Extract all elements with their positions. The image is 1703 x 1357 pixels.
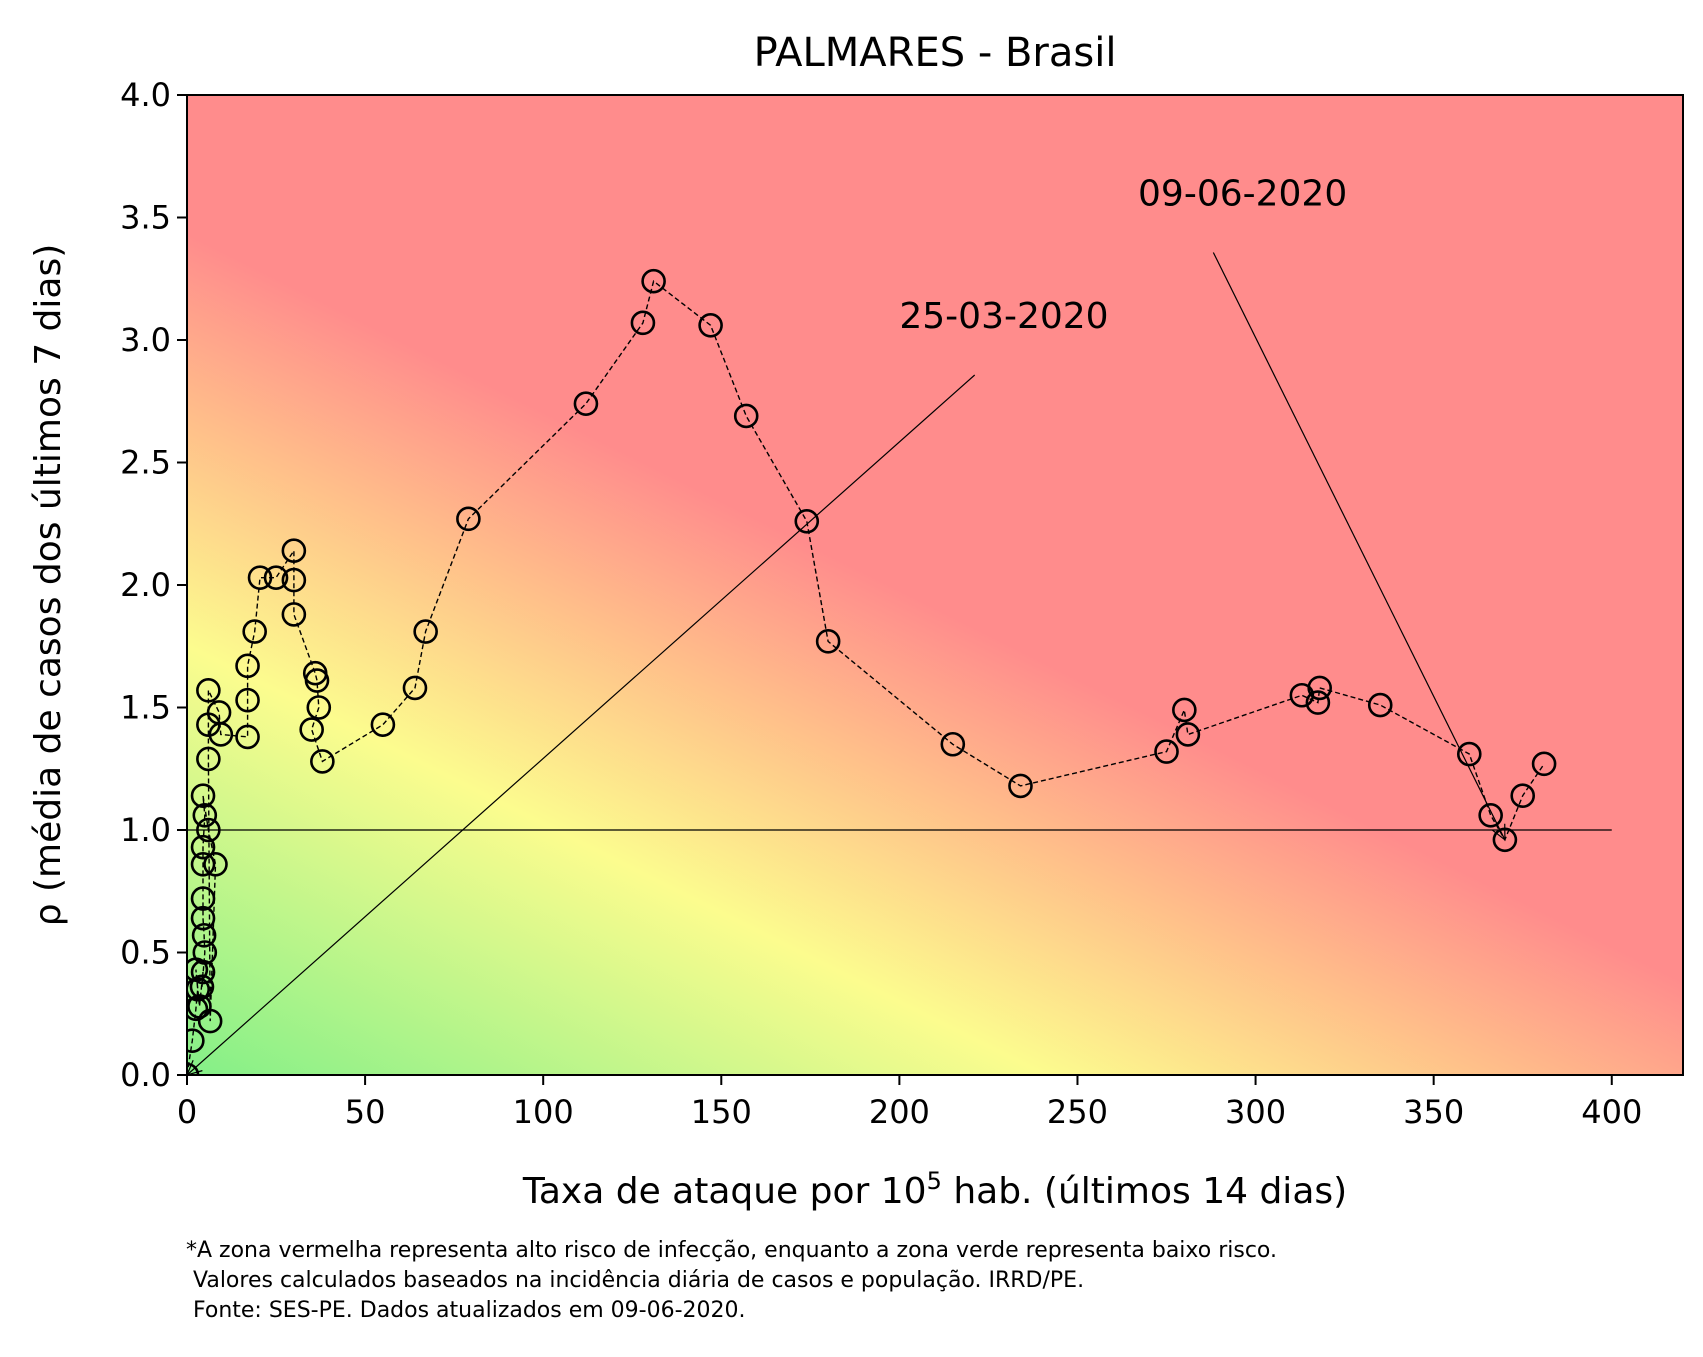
data-point (190, 959, 216, 985)
data-point (235, 653, 260, 679)
data-point (815, 629, 841, 654)
annotation-arrowhead (1491, 823, 1506, 842)
data-point (794, 508, 820, 534)
series-line (187, 279, 1545, 1075)
data-point (306, 695, 332, 720)
annotation-layer: 25-03-2020 09-06-2020 (185, 174, 1506, 1076)
data-point (247, 565, 273, 590)
y-tick-label: 1.0 (120, 811, 171, 849)
y-tick-label: 1.5 (120, 689, 171, 727)
data-point (281, 567, 307, 593)
data-point (187, 996, 209, 1022)
data-point (235, 687, 260, 713)
data-point (1510, 783, 1536, 809)
y-tick-label: 2.0 (120, 566, 171, 604)
data-point (281, 602, 307, 627)
data-point (192, 940, 218, 965)
y-tick-label: 2.5 (120, 444, 171, 482)
annotation-arrow (186, 374, 976, 1076)
data-point (630, 310, 656, 336)
data-point (413, 619, 438, 644)
data-point (242, 619, 267, 644)
x-axis-label-suffix: hab. (últimos 14 dias) (942, 1171, 1347, 1212)
data-point (197, 1008, 223, 1034)
data-point (641, 268, 666, 294)
y-axis: 0.0 0.5 1.0 1.5 2.0 2.5 3.0 3.5 4.0 (120, 76, 187, 1094)
x-tick-label: 250 (1047, 1093, 1108, 1131)
plot-background (187, 95, 1683, 1075)
data-point (190, 783, 216, 809)
data-point (190, 834, 216, 860)
data-point (1307, 675, 1332, 701)
data-point (733, 403, 759, 429)
data-point (235, 724, 260, 750)
data-point (573, 391, 599, 417)
data-point (310, 749, 335, 774)
y-tick-label: 0.5 (120, 934, 171, 972)
data-point (189, 974, 215, 1000)
data-point (187, 1028, 205, 1053)
data-point (190, 905, 216, 931)
data-point (1008, 773, 1033, 799)
data-point (456, 506, 481, 532)
footnote-line-1: *A zona vermelha representa alto risco d… (186, 1238, 1277, 1263)
data-point (299, 717, 324, 742)
data-point (191, 923, 217, 948)
data-point (263, 565, 289, 590)
data-point (192, 802, 218, 828)
x-tick-label: 200 (869, 1093, 930, 1131)
x-tick-label: 50 (345, 1093, 386, 1131)
data-point (1175, 722, 1201, 747)
data-point (190, 886, 216, 911)
data-point (190, 851, 216, 877)
y-tick-label: 3.5 (120, 199, 171, 237)
data-point (196, 678, 221, 703)
footnote-line-3: Fonte: SES-PE. Dados atualizados em 09-0… (186, 1298, 746, 1323)
annotation-arrow (1212, 252, 1506, 841)
annotation-label: 09-06-2020 (1138, 174, 1347, 215)
x-tick-label: 0 (177, 1093, 197, 1131)
x-tick-label: 100 (513, 1093, 574, 1131)
data-point (1478, 802, 1503, 828)
x-tick-label: 300 (1225, 1093, 1286, 1131)
plot-layer (187, 268, 1612, 1075)
data-point (1531, 751, 1557, 777)
data-point (203, 851, 228, 877)
y-tick-label: 4.0 (120, 76, 171, 114)
data-point (1154, 739, 1179, 764)
data-point (1456, 741, 1482, 767)
data-point (187, 976, 210, 1002)
annotation-label: 25-03-2020 (899, 296, 1108, 337)
x-axis-label-superscript: 5 (927, 1167, 942, 1195)
data-point (402, 675, 428, 701)
x-tick-label: 150 (691, 1093, 752, 1131)
x-tick-label: 350 (1403, 1093, 1464, 1131)
y-tick-label: 0.0 (120, 1056, 171, 1094)
data-point (304, 668, 330, 693)
data-point (1305, 690, 1331, 715)
x-tick-label: 400 (1581, 1093, 1642, 1131)
footnote-line-2: Valores calculados baseados na incidênci… (186, 1268, 1085, 1293)
x-axis-label: Taxa de ataque por 105 hab. (últimos 14 … (522, 1167, 1347, 1212)
data-point (940, 731, 966, 757)
data-point (1367, 692, 1393, 718)
y-axis-label: ρ (média de casos dos últimos 7 dias) (28, 244, 69, 927)
y-tick-label: 3.0 (120, 321, 171, 359)
data-point (196, 746, 221, 772)
data-point (1172, 697, 1197, 723)
data-point (698, 312, 723, 338)
data-point (208, 722, 234, 747)
x-axis: 0 50 100 150 200 250 300 350 400 (177, 1075, 1642, 1131)
x-axis-label-prefix: Taxa de ataque por 10 (522, 1171, 927, 1212)
data-point (196, 817, 221, 843)
data-point (370, 712, 396, 737)
data-point (281, 538, 307, 564)
chart-title: PALMARES - Brasil (754, 30, 1117, 76)
